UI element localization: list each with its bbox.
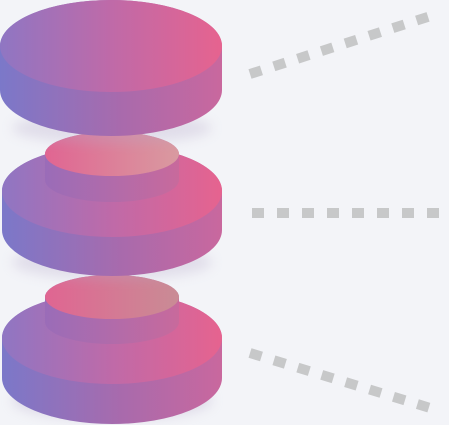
- layer-top: [0, 0, 222, 144]
- layer-middle: [2, 132, 222, 280]
- layer-bottom-hub-top: [45, 275, 179, 319]
- connector-top: [250, 13, 440, 74]
- layer-top-top: [0, 0, 222, 92]
- layer-bottom: [2, 275, 222, 424]
- connector-bottom: [250, 353, 440, 411]
